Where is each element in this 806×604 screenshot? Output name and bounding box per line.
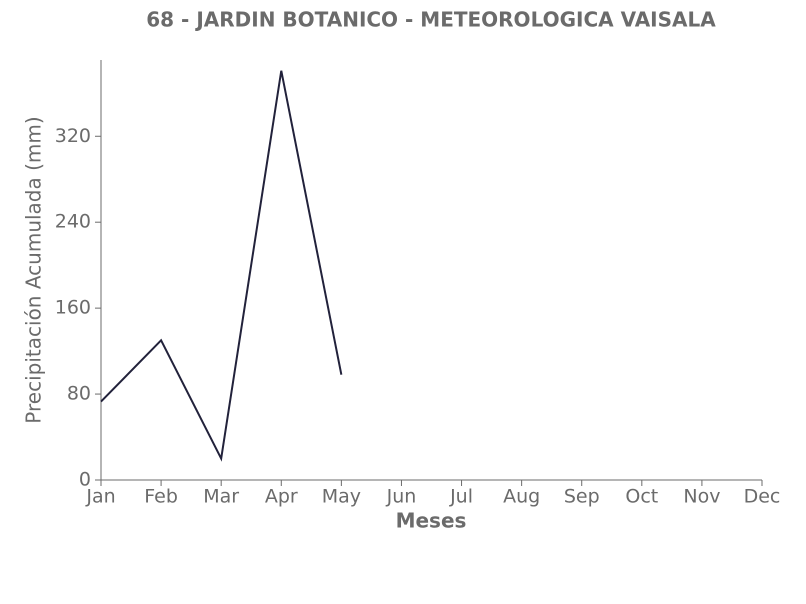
y-tick-label: 320 [55,125,91,147]
x-tick-label: Dec [744,486,781,508]
data-line [100,70,343,462]
y-tick-label: 160 [55,297,91,319]
x-tick-label: Jul [449,486,473,508]
x-tick-label: Jun [386,486,417,508]
x-tick-label: Mar [203,486,239,508]
y-tick-label: 80 [67,383,91,405]
x-tick-label: May [322,486,361,508]
x-axis-label: Meses [396,509,467,533]
x-tick-label: Aug [503,486,540,508]
y-axis-label: Precipitación Acumulada (mm) [22,116,46,423]
x-tick-label: Oct [625,486,658,508]
x-tick-label: Nov [683,486,720,508]
x-tick-label: Feb [144,486,178,508]
y-tick-label: 0 [79,469,91,491]
x-tick-label: Apr [265,486,298,508]
x-tick-label: Sep [564,486,600,508]
chart-title: 68 - JARDIN BOTANICO - METEOROLOGICA VAI… [146,8,716,32]
y-tick-label: 240 [55,211,91,233]
x-tick-label: Jan [85,486,115,508]
